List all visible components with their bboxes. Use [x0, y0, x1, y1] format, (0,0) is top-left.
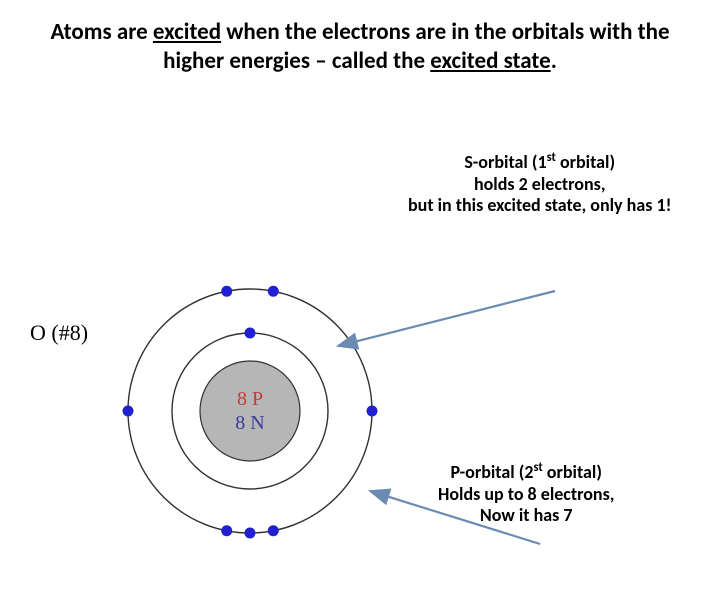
title-pre: Atoms are: [50, 18, 152, 46]
title-post: .: [551, 47, 557, 75]
page-title: Atoms are excited when the electrons are…: [0, 0, 720, 76]
title-u2: excited state: [430, 47, 550, 75]
svg-text:8 P: 8 P: [237, 388, 263, 410]
svg-text:8 N: 8 N: [235, 412, 264, 434]
title-mid: when the electrons are in the orbitals w…: [163, 18, 669, 75]
title-u1: excited: [153, 18, 221, 46]
atom-diagram: 8 P8 N: [0, 76, 720, 616]
